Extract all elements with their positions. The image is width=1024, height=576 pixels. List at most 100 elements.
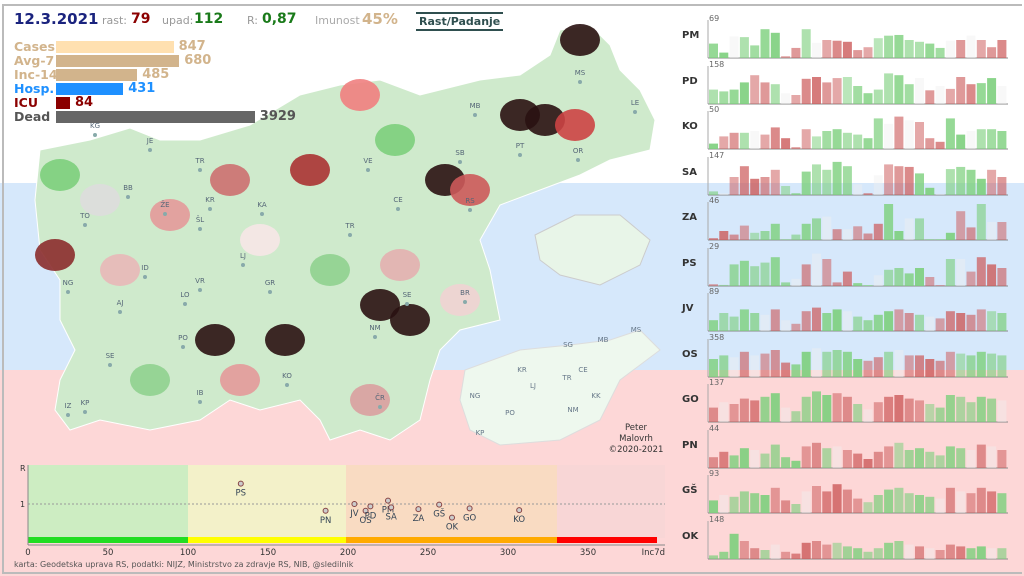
municipality-region[interactable] xyxy=(500,99,540,131)
municipality-region[interactable] xyxy=(100,254,140,286)
sparkline-PN[interactable]: PN 44 xyxy=(680,424,1010,472)
spark-bar xyxy=(863,92,873,104)
spark-bar xyxy=(750,493,760,513)
municipality-region[interactable] xyxy=(35,239,75,271)
spark-bar xyxy=(770,127,780,149)
city-marker xyxy=(578,80,582,84)
municipality-region[interactable] xyxy=(375,124,415,156)
city-label-VE: VE xyxy=(363,157,372,165)
municipality-region[interactable] xyxy=(290,154,330,186)
point-PM[interactable] xyxy=(385,497,391,504)
sparkline-GO[interactable]: GO 137 xyxy=(680,378,1010,426)
spark-bar xyxy=(987,491,997,513)
sparkline-SA[interactable]: SA 147 xyxy=(680,151,1010,199)
sparkline-OS[interactable]: OS 358 xyxy=(680,333,1010,381)
municipality-region[interactable] xyxy=(440,284,480,316)
spark-bar xyxy=(966,354,976,377)
date: 12.3.2021 xyxy=(14,10,99,28)
municipality-region[interactable] xyxy=(240,224,280,256)
spark-bar xyxy=(873,274,883,286)
municipality-region[interactable] xyxy=(80,184,120,216)
sparkline-OK[interactable]: OK 148 xyxy=(680,515,1010,563)
point-PD[interactable] xyxy=(367,503,374,510)
spark-bar xyxy=(853,85,863,104)
sparkline-KO[interactable]: KO 50 xyxy=(680,105,1010,153)
municipality-region[interactable] xyxy=(450,174,490,206)
spark-bar xyxy=(884,163,894,195)
spark-bar xyxy=(945,311,955,331)
municipality-region[interactable] xyxy=(560,24,600,56)
spark-bar xyxy=(873,547,883,559)
spark-bar xyxy=(719,551,729,559)
sparkline-ZA[interactable]: ZA 46 xyxy=(680,196,1010,244)
spark-bar xyxy=(812,218,821,240)
point-PN[interactable] xyxy=(322,507,329,514)
spark-bar xyxy=(719,231,729,240)
city-marker xyxy=(348,233,352,237)
spark-bar xyxy=(915,495,924,513)
point-OK[interactable] xyxy=(449,514,455,521)
spark-bar xyxy=(904,166,914,195)
sparkline-JV[interactable]: JV 89 xyxy=(680,287,1010,335)
city-marker xyxy=(633,110,637,114)
municipality-region[interactable] xyxy=(310,254,350,286)
region-max: 69 xyxy=(709,14,720,23)
spark-bar xyxy=(956,447,966,468)
point-JV[interactable] xyxy=(351,501,358,507)
point-ZA[interactable] xyxy=(415,506,422,513)
spark-bar xyxy=(884,396,894,422)
spark-bar xyxy=(966,271,976,286)
point-PS[interactable] xyxy=(237,480,244,487)
municipality-region[interactable] xyxy=(220,364,260,396)
spark-bar xyxy=(832,229,842,240)
city-label-VR: VR xyxy=(195,277,205,285)
spark-bar xyxy=(832,484,842,513)
municipality-region[interactable] xyxy=(380,249,420,281)
rast-padanje-toggle[interactable]: Rast/Padanje xyxy=(416,12,504,31)
municipality-region[interactable] xyxy=(340,79,380,111)
mini-label-TR: TR xyxy=(561,374,571,382)
spark-bar xyxy=(822,40,832,58)
spark-bar xyxy=(770,349,780,377)
municipality-region[interactable] xyxy=(130,364,170,396)
spark-bar xyxy=(997,400,1007,422)
region-code: PS xyxy=(682,257,697,269)
point-GŠ[interactable] xyxy=(436,501,443,508)
spark-bar xyxy=(894,231,904,240)
spark-bar xyxy=(884,269,894,286)
spark-bar xyxy=(770,544,780,559)
spark-bar xyxy=(945,118,955,149)
sparkline-PS[interactable]: PS 29 xyxy=(680,242,1010,290)
municipality-region[interactable] xyxy=(150,199,190,231)
point-SA[interactable] xyxy=(388,504,395,511)
municipality-region[interactable] xyxy=(390,304,430,336)
municipality-region[interactable] xyxy=(210,164,250,196)
point-GO[interactable] xyxy=(466,505,473,512)
city-label-NG: NG xyxy=(63,279,74,287)
point-KO[interactable] xyxy=(516,507,523,514)
city-marker xyxy=(396,207,400,211)
city-marker xyxy=(518,153,522,157)
city-label-RS: RS xyxy=(465,197,475,205)
spark-bar xyxy=(760,495,770,513)
slovenia-map: KG JE TR BB ŽE ŠL KR KA TO ID VR LJ GR NG AJ LO PO SE IB IZ… xyxy=(34,24,663,455)
municipality-region[interactable] xyxy=(40,159,80,191)
municipality-region[interactable] xyxy=(265,324,305,356)
municipality-region[interactable] xyxy=(360,289,400,321)
map-outline xyxy=(34,24,656,441)
sparkline-GŠ[interactable]: GŠ 93 xyxy=(680,469,1010,517)
spark-bar xyxy=(863,47,873,58)
rast-label: rast: xyxy=(102,14,128,27)
municipality-region[interactable] xyxy=(555,109,595,141)
sparkline-PD[interactable]: PD 158 xyxy=(680,60,1010,108)
zone-bar xyxy=(28,537,188,543)
municipality-region[interactable] xyxy=(195,324,235,356)
spark-bar xyxy=(709,456,718,468)
spark-bar xyxy=(863,409,873,422)
spark-bar xyxy=(719,354,729,377)
spark-bar xyxy=(945,258,955,286)
spark-bar xyxy=(853,50,863,58)
sparkline-PM[interactable]: PM 69 xyxy=(680,14,1010,62)
spark-bar xyxy=(719,313,729,331)
point-OS[interactable] xyxy=(362,507,369,514)
